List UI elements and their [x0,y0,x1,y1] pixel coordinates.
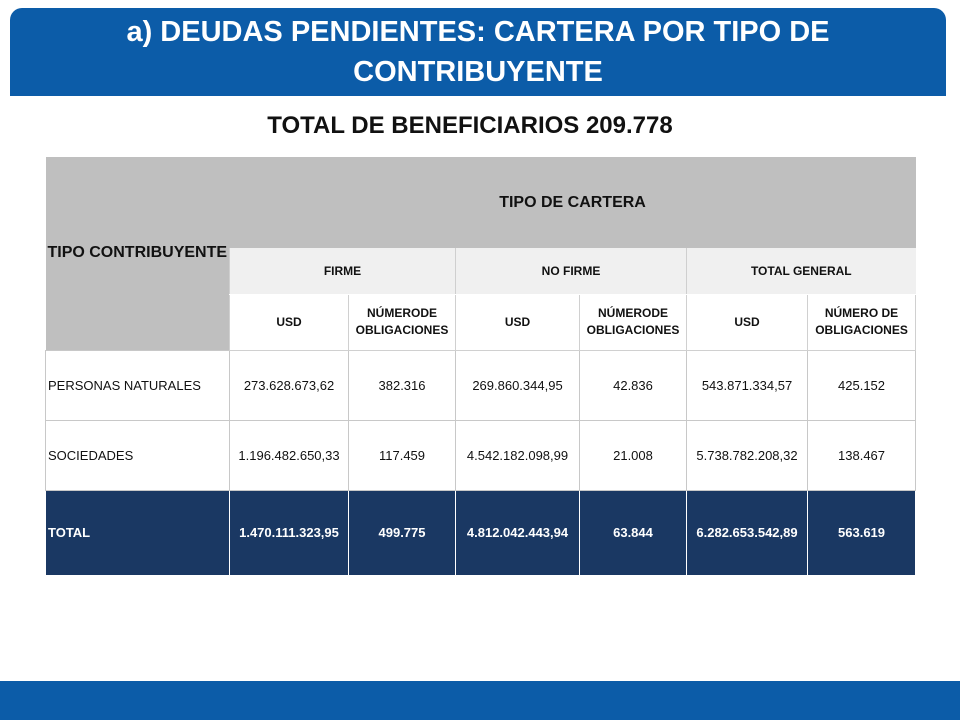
total-value: 6.282.653.542,89 [686,489,808,576]
table-row: SOCIEDADES 1.196.482.650,33 117.459 4.54… [45,419,917,491]
header-total-general: TOTAL GENERAL [685,248,916,295]
cell-value: 543.871.334,57 [686,349,808,421]
cell-value: 269.860.344,95 [455,349,580,421]
subheader-total-obligaciones: NÚMERO DE OBLIGACIONES [806,293,917,351]
page-title: a) DEUDAS PENDIENTES: CARTERA POR TIPO D… [126,16,830,88]
header-tipo-contribuyente: TIPO CONTRIBUYENTE [45,157,230,350]
subheader-total-usd: USD [686,293,808,351]
cell-value: 21.008 [579,419,687,491]
total-value: 499.775 [348,489,456,576]
header-no-firme: NO FIRME [455,248,687,295]
total-row: TOTAL 1.470.111.323,95 499.775 4.812.042… [45,489,917,576]
header-tipo-cartera: TIPO DE CARTERA [229,157,916,248]
beneficiaries-total-heading: TOTAL DE BENEFICIARIOS 209.778 [267,112,673,139]
subheader-firme-obligaciones: NÚMERODE OBLIGACIONES [348,293,456,351]
row-label: PERSONAS NATURALES [45,349,230,421]
header-firme: FIRME [229,248,456,295]
footer-bar [0,681,960,720]
subheader-no-firme-usd: USD [455,293,580,351]
cell-value: 1.196.482.650,33 [229,419,349,491]
cell-value: 5.738.782.208,32 [686,419,808,491]
cell-value: 42.836 [579,349,687,421]
cell-value: 4.542.182.098,99 [455,419,580,491]
total-value: 4.812.042.443,94 [455,489,580,576]
cell-value: 273.628.673,62 [229,349,349,421]
total-value: 563.619 [806,489,917,576]
total-value: 1.470.111.323,95 [229,489,349,576]
title-banner: a) DEUDAS PENDIENTES: CARTERA POR TIPO D… [10,8,946,96]
total-label: TOTAL [45,489,230,576]
table-row: PERSONAS NATURALES 273.628.673,62 382.31… [45,349,917,421]
total-value: 63.844 [579,489,687,576]
cell-value: 425.152 [806,349,917,421]
cell-value: 382.316 [348,349,456,421]
subheader-no-firme-obligaciones: NÚMERODE OBLIGACIONES [579,293,687,351]
subheader-firme-usd: USD [229,293,349,351]
cell-value: 117.459 [348,419,456,491]
cell-value: 138.467 [806,419,917,491]
row-label: SOCIEDADES [45,419,230,491]
cartera-table: TIPO CONTRIBUYENTE TIPO DE CARTERA FIRME… [45,157,917,576]
